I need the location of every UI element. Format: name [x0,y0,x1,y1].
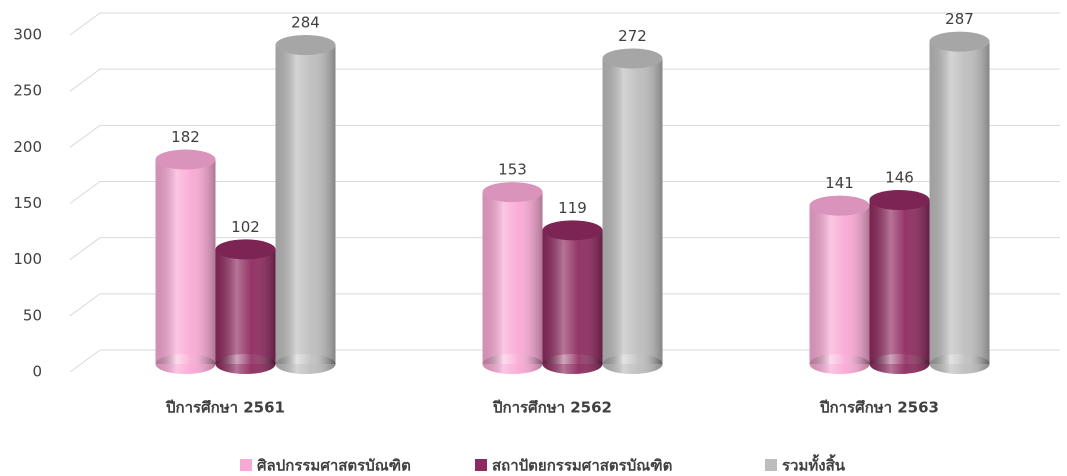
bar-top-shade [215,239,276,260]
bar-bottom-shade [542,354,603,374]
bar-top [542,220,603,241]
y-tick-label: 150 [13,194,42,212]
bar-bottom-shade [602,354,663,374]
y-tick-label: 50 [23,306,42,324]
bar-top-shade [155,149,216,170]
bar-shade [809,205,870,364]
bar-shade [482,192,543,364]
bar-top [215,239,276,260]
bar-bottom-shade [155,354,216,374]
bar-top-shade [809,195,870,216]
bar-top [155,149,216,170]
grid-line [69,237,1060,261]
value-label: 272 [618,27,647,45]
grid-line [69,293,1060,317]
bar-top [869,189,930,210]
bar-top [809,195,870,216]
bar-bottom-shade [869,354,930,374]
legend-swatch [240,459,252,471]
bar-shade [275,44,336,365]
x-tick-label: ปีการศึกษา 2562 [492,399,612,417]
bar-bottom-shade [929,354,990,374]
x-tick-label: ปีการศึกษา 2561 [165,399,285,417]
y-tick-label: 300 [13,26,42,44]
y-tick-label: 100 [13,250,42,268]
bar-bottom-shade [482,354,543,374]
legend-swatch [475,459,487,471]
y-tick-label: 200 [13,138,42,156]
bar-bottom-shade [275,354,336,374]
value-label: 284 [291,13,320,31]
value-label: 182 [171,128,200,146]
bar-top [482,182,543,203]
legend-label: ศิลปกรรมศาสตรบัณฑิต [257,457,411,475]
value-label: 141 [825,174,854,192]
x-tick-label: ปีการศึกษา 2563 [819,399,939,417]
legend-label: สถาปัตยกรรมศาสตรบัณฑิต [492,457,672,475]
bar-shade [602,58,663,364]
bar-top [929,31,990,52]
bar-top-shade [602,48,663,69]
value-label: 146 [885,168,914,186]
bar-shade [155,159,216,364]
value-label: 102 [231,218,260,236]
bar-shade [542,230,603,364]
grid-line [69,12,1060,36]
grid-line [69,68,1060,92]
y-tick-label: 0 [32,363,42,381]
value-label: 153 [498,161,527,179]
legend-swatch [765,459,777,471]
bar-top-shade [869,189,930,210]
grid-line [69,181,1060,204]
bar-top [602,48,663,69]
legend-label: รวมทั้งสิ้น [782,454,846,475]
value-label: 287 [945,10,974,28]
bar-shade [869,199,930,364]
bar-shade [929,41,990,364]
bar-top-shade [929,31,990,52]
bar-top-shade [542,220,603,241]
y-tick-label: 250 [13,82,42,100]
bar-shade [215,249,276,364]
bar-bottom-shade [809,354,870,374]
bar-top-shade [482,182,543,203]
grid-line [69,349,1060,373]
value-label: 119 [558,199,587,217]
bar-bottom-shade [215,354,276,374]
bar-top [275,34,336,55]
grid-line [69,124,1060,148]
bar-top-shade [275,34,336,55]
